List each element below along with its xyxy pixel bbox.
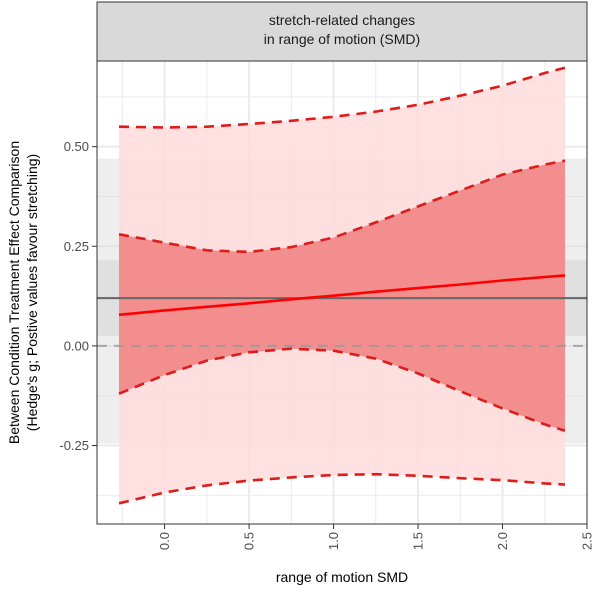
- x-axis: 0.0 0.5 1.0 1.5 2.0 2.5: [157, 524, 595, 550]
- y-tick-label: 0.50: [64, 139, 89, 154]
- x-axis-title: range of motion SMD: [276, 569, 408, 585]
- fit-line: [118, 274, 566, 317]
- x-tick-label: 2.5: [580, 532, 595, 550]
- x-tick-label: 1.5: [411, 532, 426, 550]
- y-axis: -0.25 0.00 0.25 0.50: [59, 139, 97, 453]
- plot-panel-border: [96, 60, 588, 525]
- x-tick-label: 2.0: [495, 532, 510, 550]
- y-tick-label: -0.25: [59, 438, 89, 453]
- fit-line-group: [118, 274, 566, 317]
- facet-strip: [96, 1, 588, 62]
- x-tick-label: 0.5: [242, 532, 257, 550]
- pi-upper-dashed-line: [118, 66, 566, 129]
- y-axis-title-line-2: (Hedge's g; Postive values favour stretc…: [24, 154, 40, 431]
- y-axis-title-line-1: Between Condition Treatment Effect Compa…: [6, 141, 22, 444]
- dashed-bounds: [118, 66, 566, 505]
- y-tick-label: 0.25: [64, 239, 89, 254]
- x-tick-label: 1.0: [326, 532, 341, 550]
- reference-lines: [97, 297, 587, 347]
- x-tick-label: 0.0: [157, 532, 172, 550]
- facet-strip-title-line-2: in range of motion (SMD): [264, 31, 420, 47]
- facet-strip-title-line-1: stretch-related changes: [269, 12, 415, 28]
- ci-lower-dashed-line: [118, 347, 566, 433]
- pi-lower-dashed-line: [118, 472, 566, 505]
- ci-upper-dashed-line: [118, 159, 566, 254]
- y-tick-label: 0.00: [64, 338, 89, 353]
